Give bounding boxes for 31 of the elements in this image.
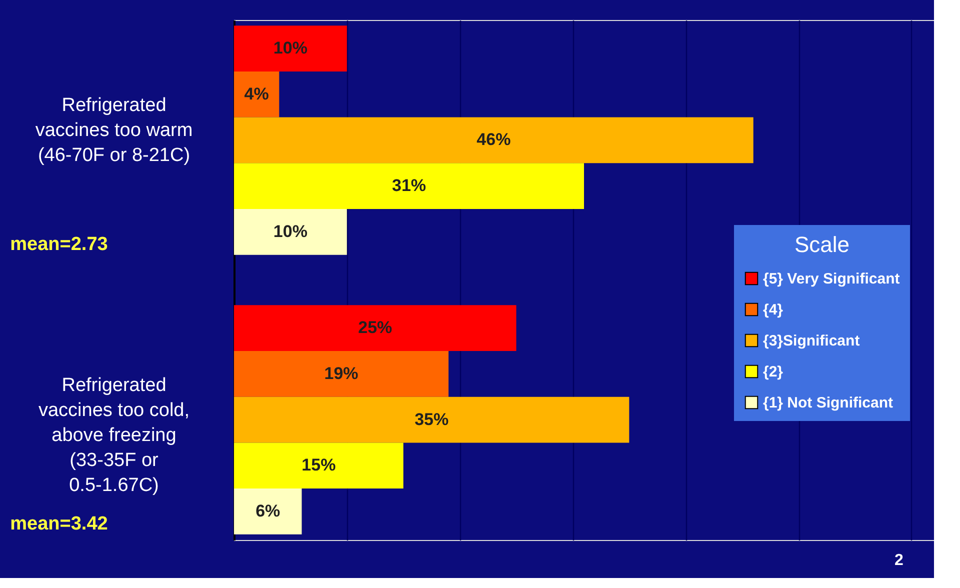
text: mean=2.73 (10, 234, 108, 255)
legend-title: Scale (794, 232, 850, 257)
legend-label: {1} Not Significant (763, 394, 894, 412)
data-label: 35% (414, 410, 449, 429)
bar (234, 488, 302, 534)
bar (234, 26, 347, 72)
y-tick-label: Refrigerated vaccines too cold, above freezing (33-35F or 0.5-1.67C) (38, 374, 190, 496)
legend-label: {2} (763, 364, 784, 380)
data-label: 31% (392, 176, 426, 196)
data-label: 19% (324, 364, 358, 383)
data-label: 6% (256, 501, 280, 520)
bar (234, 163, 584, 209)
bar (234, 351, 449, 397)
data-label: 10% (273, 222, 308, 241)
legend-label: {3}Significant (763, 332, 860, 350)
data-label: 25% (358, 318, 392, 338)
legend-label: {4} (763, 302, 784, 318)
bar (234, 442, 404, 489)
bar (234, 71, 280, 118)
data-label: 10% (273, 38, 308, 58)
data-label: 15% (302, 456, 336, 475)
bar (234, 305, 516, 352)
data-label: 4% (244, 84, 269, 104)
bar (234, 396, 630, 443)
data-label: 46% (476, 130, 511, 150)
bar (234, 117, 754, 164)
y-tick-label: Refrigerated vaccines too warm (46-70F or 8-21C) (35, 95, 193, 166)
bar (234, 208, 347, 255)
text: mean=3.42 (10, 513, 108, 534)
legend-label: {5} Very Significant (763, 270, 900, 288)
text: 2 (894, 552, 904, 569)
